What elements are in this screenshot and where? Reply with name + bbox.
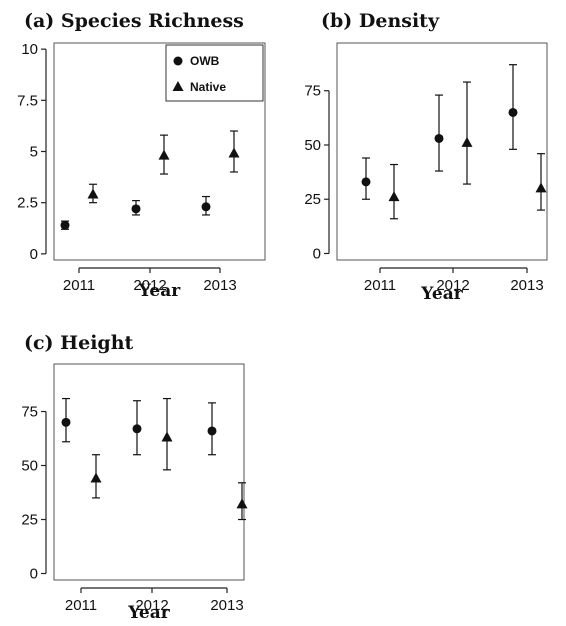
native-point [388, 191, 400, 202]
x-tick-label: 2012 [436, 277, 469, 294]
native-point [228, 147, 240, 158]
owb-point [207, 426, 217, 436]
chart-panel-b: (b) Density 0 25 50 75 2011 2012 2013 Year [304, 10, 548, 304]
owb-point [61, 417, 71, 427]
plot-frame [53, 42, 266, 261]
y-tick-label: 75 [304, 83, 321, 100]
y-tick-label: 75 [21, 404, 38, 421]
x-axis-title: Year [127, 603, 170, 623]
y-tick-label: 25 [21, 512, 38, 529]
y-tick-label: 0 [313, 245, 321, 262]
legend-owb-label: OWB [190, 54, 220, 68]
plot-frame [336, 42, 548, 261]
legend-native-label: Native [190, 80, 226, 94]
x-tick-label: 2012 [133, 277, 166, 294]
native-point [161, 431, 173, 442]
x-tick-label: 2012 [135, 597, 168, 614]
y-tick-label: 0 [30, 566, 38, 583]
y-tick-label: 7.5 [17, 92, 38, 109]
panel-title: (a) Species Richness [24, 10, 244, 32]
native-point [535, 182, 547, 193]
native-point [87, 188, 99, 199]
y-tick-label: 10 [21, 41, 38, 58]
owb-point [132, 424, 142, 434]
y-tick-label: 50 [21, 458, 38, 475]
panel-title: (c) Height [24, 332, 134, 354]
x-axis-title: Year [420, 284, 463, 304]
legend-box [165, 44, 264, 102]
native-point [461, 136, 473, 147]
plot-frame [53, 363, 245, 581]
x-tick-label: 2011 [63, 277, 95, 294]
y-tick-label: 50 [304, 137, 321, 154]
legend: OWB Native [165, 44, 264, 102]
native-point [158, 149, 170, 160]
panel-title: (b) Density [321, 10, 440, 32]
owb-point [361, 177, 371, 187]
y-tick-label: 5 [30, 144, 38, 161]
x-tick-label: 2013 [510, 277, 543, 294]
x-tick-label: 2013 [210, 597, 243, 614]
owb-point [434, 133, 444, 143]
chart-panel-c: (c) Height 0 25 50 75 2011 2012 2013 Year [21, 332, 248, 623]
x-tick-label: 2011 [65, 597, 97, 614]
legend-native-marker [172, 81, 184, 91]
owb-point [131, 204, 141, 214]
owb-point [508, 107, 518, 117]
owb-point [201, 202, 211, 212]
x-tick-label: 2011 [364, 277, 396, 294]
owb-point [60, 220, 70, 230]
y-tick-label: 0 [30, 246, 38, 263]
native-point [236, 498, 248, 509]
legend-owb-marker [173, 56, 183, 66]
y-tick-label: 25 [304, 191, 321, 208]
native-point [90, 472, 102, 483]
chart-panel-a: (a) Species Richness 0 2.5 5 7.5 10 2011 2012 20… [17, 10, 266, 301]
x-tick-label: 2013 [203, 277, 236, 294]
y-tick-label: 2.5 [17, 195, 38, 212]
x-axis-title: Year [138, 281, 181, 301]
